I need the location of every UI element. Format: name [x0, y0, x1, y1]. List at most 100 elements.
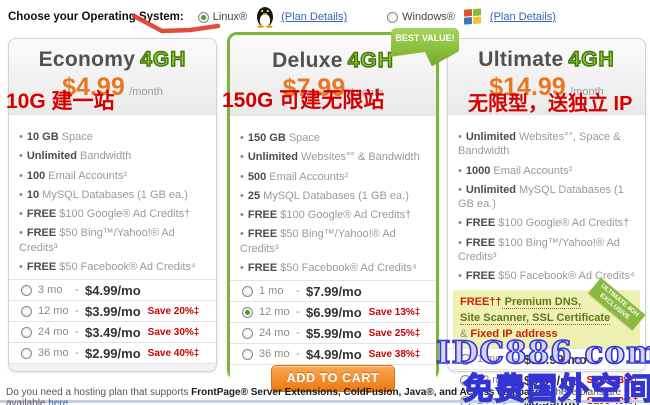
feature-item: FREE $50 Facebook® Ad Credits⁴: [19, 260, 210, 274]
per-month-label: /month: [129, 86, 163, 98]
radio-button[interactable]: [21, 326, 32, 338]
ampersand: &: [460, 327, 471, 340]
billing-option[interactable]: 1 mo - $14.99/mo: [448, 349, 645, 371]
feature-item: Unlimited MySQL Databases (1 GB ea.): [458, 183, 639, 212]
radio-button[interactable]: [242, 285, 253, 297]
separator: -: [296, 348, 300, 361]
economy-header: Economy 4GH $4.99 /month: [9, 39, 216, 115]
billing-option[interactable]: 1 mo - $7.99/mo: [230, 281, 436, 303]
4gh-logo: 4GH: [140, 47, 187, 71]
option-price: $14.99/mo: [524, 351, 587, 367]
radio-button[interactable]: [242, 327, 253, 339]
feature-item: 100 Email Accounts²: [19, 169, 210, 183]
per-month-label: /month: [349, 87, 384, 99]
term-label: 36 mo: [259, 348, 290, 361]
billing-option[interactable]: 36 mo - $2.99/mo Save 40%‡: [9, 343, 216, 365]
radio-button[interactable]: [242, 348, 253, 360]
savings-label: Save 30%‡: [147, 326, 200, 338]
footer-here-link[interactable]: here: [48, 398, 69, 405]
billing-option[interactable]: 3 mo - $4.99/mo: [9, 280, 216, 302]
add-to-cart-button[interactable]: ADD TO CART: [270, 365, 396, 393]
free-label: FREE††: [460, 295, 502, 308]
billing-option[interactable]: 36 mo - $4.99/mo Save 38%‡: [230, 344, 436, 366]
term-label: 1 mo: [477, 353, 502, 366]
feature-list: 150 GB Space Unlimited Websites°° & Band…: [230, 116, 436, 280]
site-scanner-ssl-label: Site Scanner, SSL Certificate: [460, 311, 611, 325]
radio-button[interactable]: [21, 347, 32, 359]
feature-item: FREE $50 Bing™/Yahoo!® Ad Credits³: [240, 227, 430, 256]
term-label: 24 mo: [38, 326, 69, 339]
option-price: $4.99/mo: [85, 282, 141, 298]
separator: -: [514, 353, 518, 366]
option-price: $7.99/mo: [306, 283, 362, 299]
footer-note: Do you need a hosting plan that supports…: [6, 387, 650, 405]
feature-item: FREE $50 Facebook® Ad Credits⁴: [240, 261, 430, 275]
radio-button[interactable]: [460, 374, 471, 386]
feature-item: FREE $100 Google® Ad Credits†: [240, 208, 430, 222]
separator: -: [75, 347, 79, 360]
radio-button-selected[interactable]: [242, 306, 253, 318]
feature-item: FREE $50 Bing™/Yahoo!® Ad Credits³: [19, 226, 210, 255]
ultimate-annotation: 无限型，送独立 IP: [468, 93, 633, 115]
linux-plan-details-link[interactable]: (Plan Details): [281, 11, 348, 23]
billing-options: 3 mo - $4.99/mo 12 mo - $3.99/mo Save 20…: [9, 279, 216, 365]
economy-annotation: 10G 建一站: [6, 90, 115, 113]
red-underline-annotation: [131, 13, 221, 34]
option-price: $3.99/mo: [85, 303, 141, 319]
card-footer: [9, 364, 216, 371]
term-label: 12 mo: [477, 374, 508, 387]
feature-item: FREE $100 Bing™/Yahoo!® Ad Credits³: [458, 236, 639, 265]
term-label: 12 mo: [259, 306, 290, 319]
plan-price: $14.99: [489, 73, 566, 101]
billing-option-selected[interactable]: 12 mo - $6.99/mo Save 13%‡: [230, 302, 436, 324]
billing-option[interactable]: 12 mo - $9.99/mo Save 33%‡: [448, 370, 645, 392]
linux-penguin-icon: [255, 4, 275, 31]
savings-label: Save 20%‡: [147, 305, 200, 317]
feature-item: 500 Email Accounts²: [240, 170, 430, 184]
term-label: 12 mo: [38, 305, 69, 318]
savings-label: Save 40%‡: [147, 347, 200, 359]
billing-option[interactable]: 24 mo - $3.49/mo Save 30%‡: [9, 322, 216, 344]
term-label: 24 mo: [259, 327, 290, 340]
plan-price: $4.99: [62, 73, 125, 101]
feature-item: Unlimited Websites°° & Bandwidth: [240, 150, 430, 164]
savings-label: Save 25%‡: [368, 327, 421, 339]
radio-button[interactable]: [21, 284, 32, 296]
feature-item: 1000 Email Accounts²: [458, 164, 639, 178]
watermark-slogan: 免费国外空间: [462, 371, 650, 405]
footer-bold-text: FrontPage® Server Extensions, ColdFusion…: [191, 387, 547, 398]
windows-plan-details-link[interactable]: (Plan Details): [489, 11, 556, 23]
plan-title: Ultimate: [478, 48, 564, 71]
option-price: $3.49/mo: [85, 324, 141, 340]
billing-option[interactable]: 24 mo - $5.99/mo Save 25%‡: [230, 323, 436, 345]
term-label: 36 mo: [38, 347, 69, 360]
separator: -: [75, 284, 79, 297]
footer-text: Do you need a hosting plan that supports: [6, 387, 192, 398]
price-line: $7.99 /month: [230, 74, 436, 103]
linux-option-label[interactable]: Linux®: [212, 11, 248, 23]
option-price: $4.99/mo: [306, 346, 362, 362]
linux-radio[interactable]: [197, 11, 209, 23]
windows-radio[interactable]: [387, 11, 399, 23]
radio-button[interactable]: [460, 353, 471, 365]
footer-text: These plans are available: [6, 387, 622, 405]
plan-title: Economy: [38, 48, 136, 71]
per-month-label: /month: [570, 86, 604, 98]
option-price: $5.99/mo: [306, 325, 362, 341]
feature-item: FREE $100 Google® Ad Credits†: [458, 216, 639, 230]
feature-list: 10 GB Space Unlimited Bandwidth 100 Emai…: [9, 115, 216, 279]
windows-option-label[interactable]: Windows®: [402, 11, 455, 23]
billing-option[interactable]: 12 mo - $3.99/mo Save 20%‡: [9, 301, 216, 323]
radio-button[interactable]: [21, 305, 32, 317]
deluxe-annotation: 150G 可建无限站: [222, 89, 385, 112]
feature-item: FREE $50 Facebook® Ad Credits⁴: [458, 269, 639, 283]
premium-dns-label: Premium DNS,: [501, 295, 582, 309]
feature-item: 10 GB Space: [19, 130, 210, 144]
term-label: 3 mo: [38, 284, 63, 297]
option-price: $8.99/mo: [524, 394, 580, 405]
billing-options: 1 mo - $7.99/mo 12 mo - $6.99/mo Save 13…: [230, 280, 436, 366]
separator: -: [75, 305, 79, 318]
